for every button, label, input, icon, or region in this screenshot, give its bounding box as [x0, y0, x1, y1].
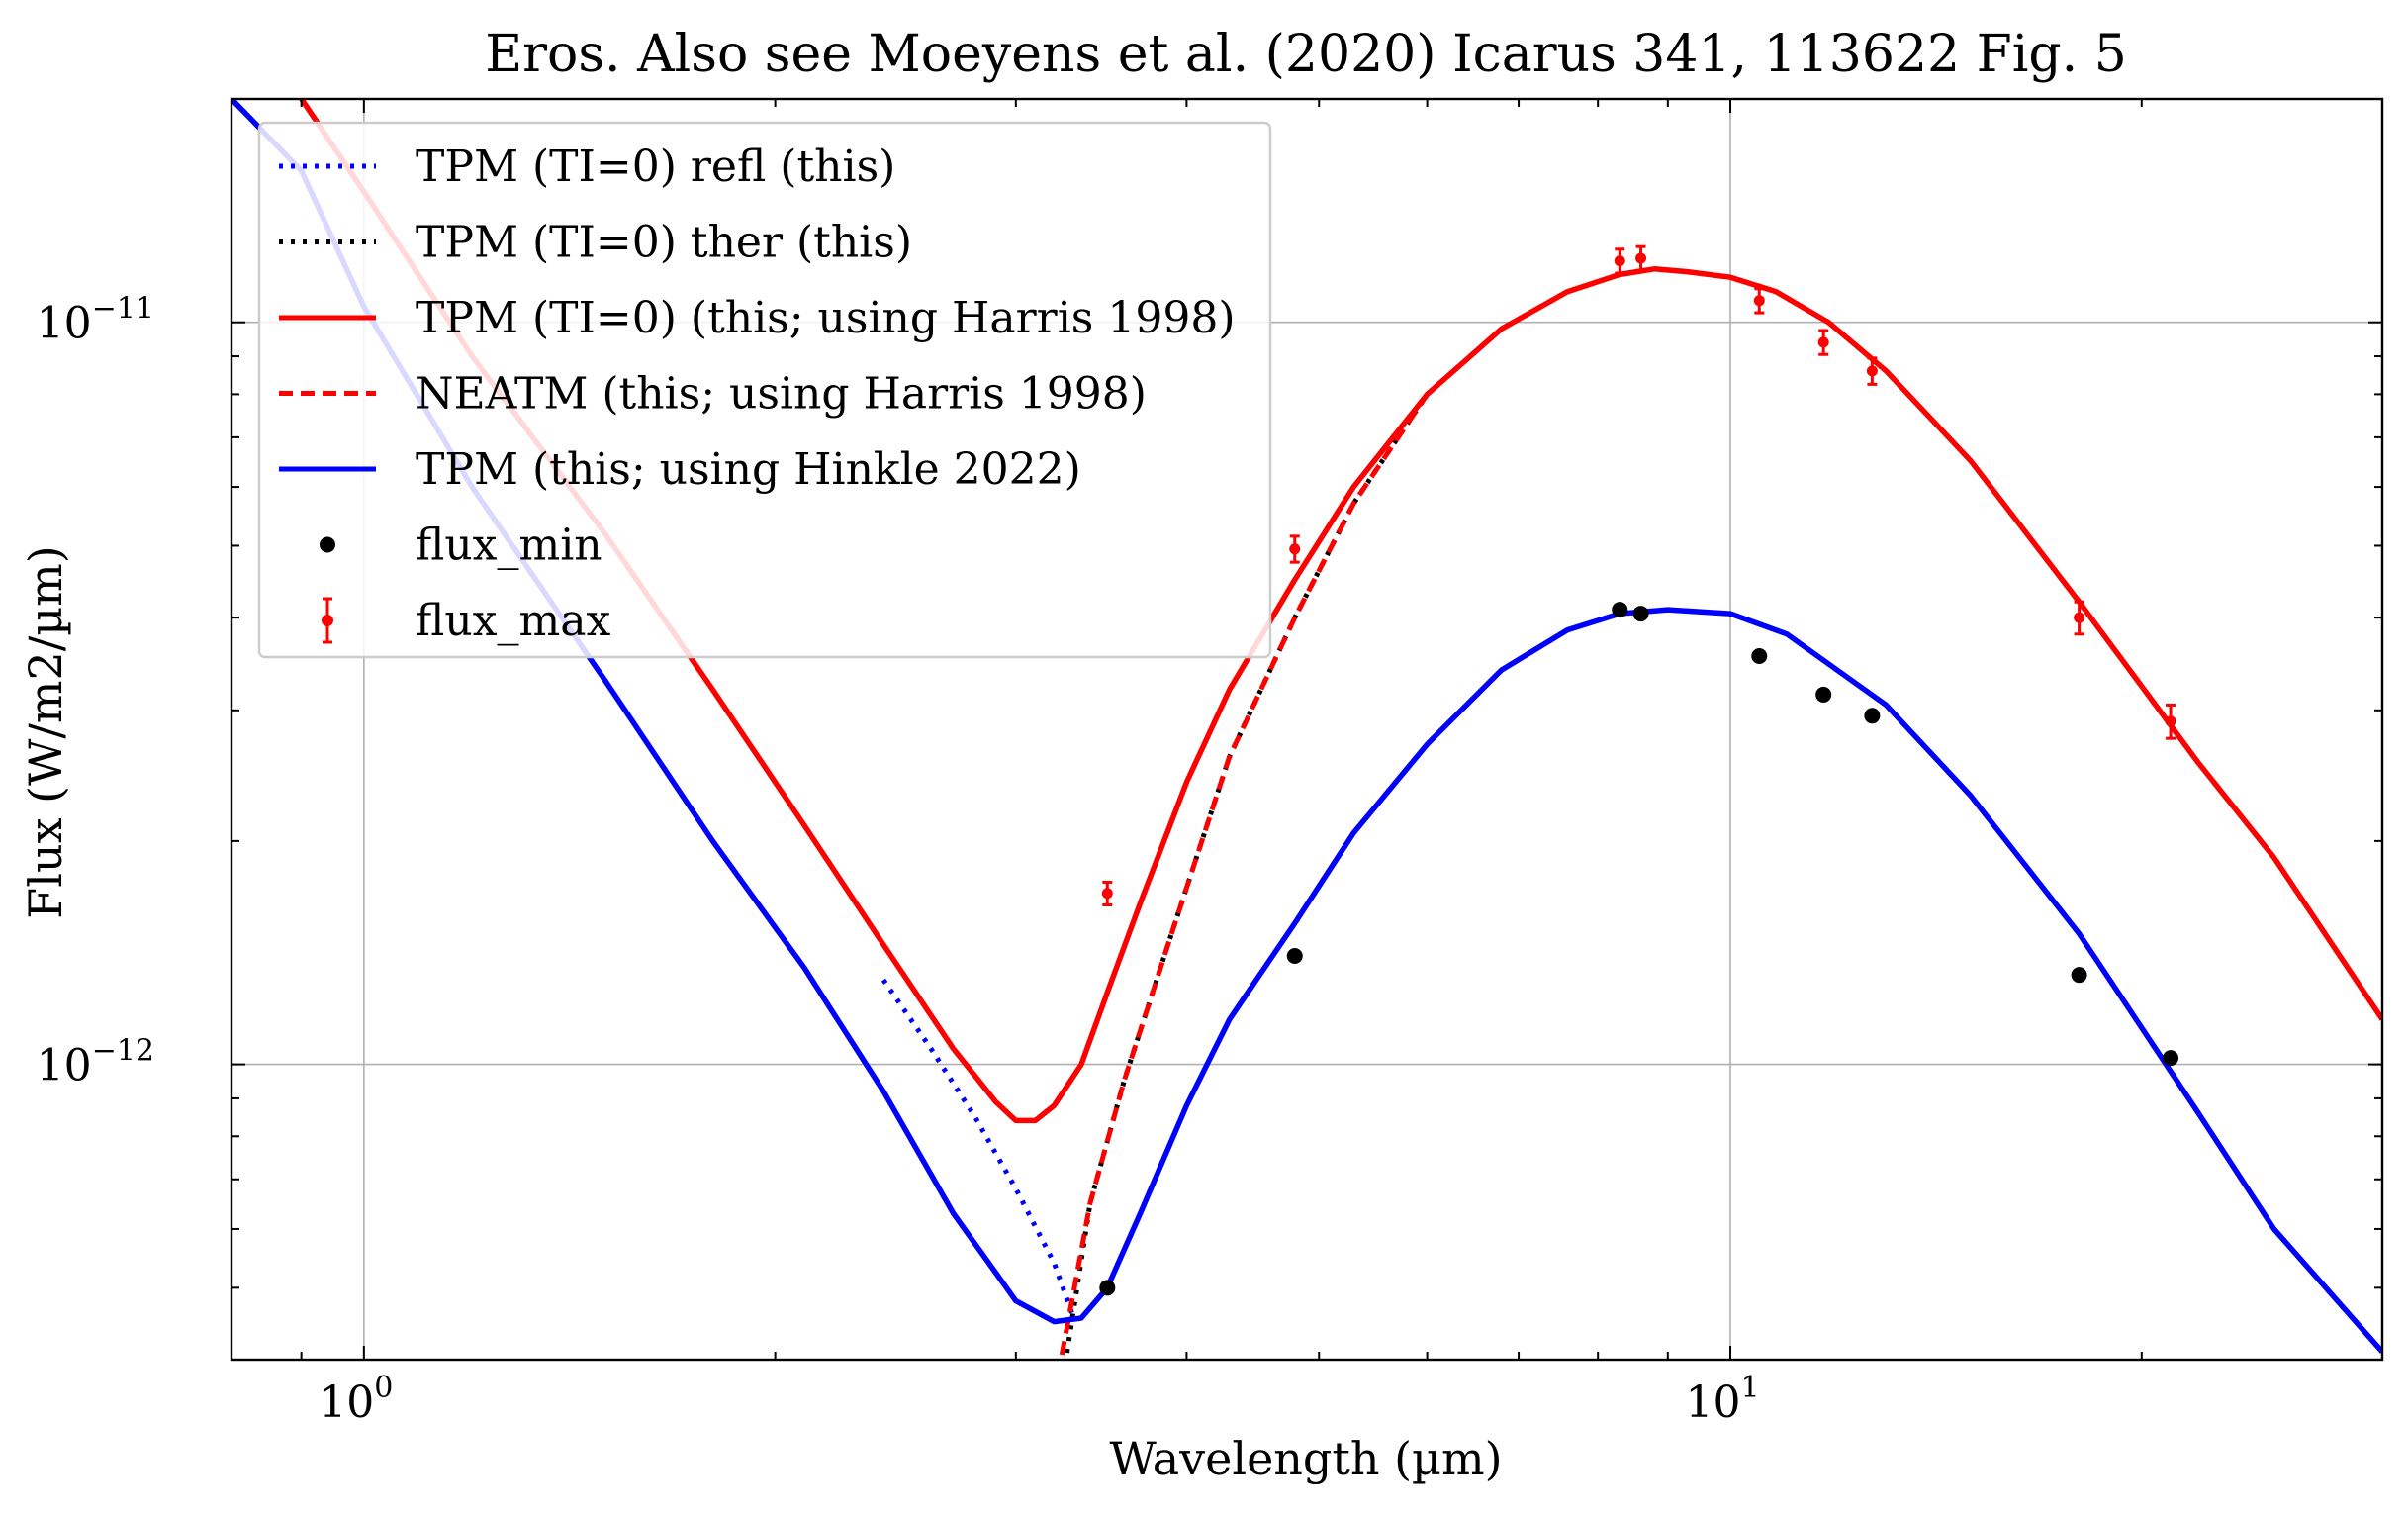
legend-label-1: TPM (TI=0) ther (this) [416, 218, 912, 268]
legend-label-2: TPM (TI=0) (this; using Harris 1998) [416, 293, 1235, 343]
flux-min-point-1 [1286, 948, 1303, 965]
x-axis-label: Wavelength (µm) [1109, 1432, 1502, 1485]
flux-min-point-7 [2071, 967, 2087, 984]
legend-label-5: flux_min [416, 521, 602, 571]
series-line-3 [1058, 327, 1504, 1360]
flux-min-point-3 [1632, 606, 1649, 622]
flux-min-point-2 [1612, 602, 1628, 618]
flux-max-point-6 [1866, 365, 1878, 377]
legend-handle-6 [322, 615, 333, 626]
y-tick-label-exp-0: −12 [92, 1034, 154, 1069]
x-tick-label-exp-1: 1 [1740, 1371, 1759, 1405]
flux-max-point-5 [1817, 336, 1829, 348]
flux-min-point-4 [1751, 648, 1768, 665]
series-line-4 [232, 99, 2382, 1354]
flux-max-point-4 [1753, 295, 1765, 307]
legend-label-4: TPM (this; using Hinkle 2022) [416, 444, 1081, 495]
flux-max-point-1 [1289, 543, 1301, 555]
legend-label-6: flux_max [416, 596, 610, 646]
y-axis-label: Flux (W/m2/µm) [19, 545, 72, 918]
flux-min-point-0 [1099, 1280, 1116, 1296]
chart-title: Eros. Also see Moeyens et al. (2020) Ica… [485, 25, 2127, 84]
x-tick-label-exp-0: 0 [374, 1371, 393, 1405]
legend-label-0: TPM (TI=0) refl (this) [416, 142, 895, 192]
axes-frame [230, 97, 2384, 1362]
flux-max-point-7 [2074, 612, 2085, 623]
flux-max-point-3 [1635, 252, 1647, 264]
flux-min-point-6 [1864, 708, 1881, 724]
flux-max-point-0 [1101, 888, 1113, 900]
flux-max-point-2 [1614, 255, 1625, 267]
legend-box [257, 121, 1272, 659]
y-tick-label-exp-1: −11 [92, 292, 154, 327]
legend-handle-5 [320, 536, 335, 553]
legend-label-3: NEATM (this; using Harris 1998) [416, 369, 1147, 420]
flux-min-point-8 [2163, 1050, 2179, 1067]
plot-area [232, 99, 2382, 1360]
legend: TPM (TI=0) refl (this) TPM (TI=0) ther (t… [257, 121, 1272, 659]
flux-max-point-8 [2165, 715, 2176, 727]
flux-min-point-5 [1815, 686, 1832, 703]
